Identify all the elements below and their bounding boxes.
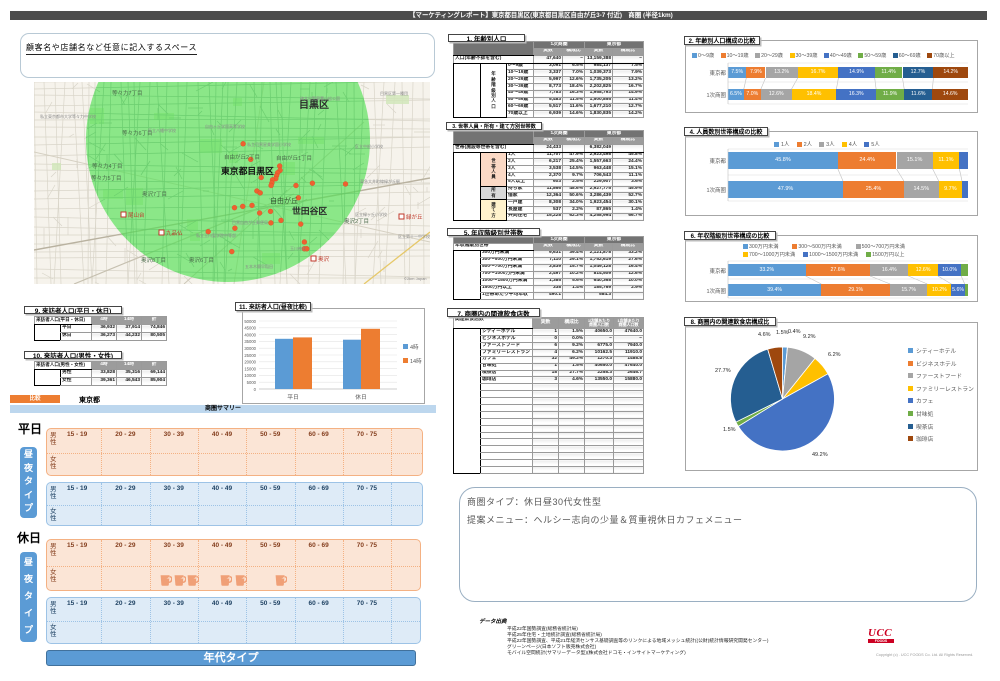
svg-text:区立八幡中学校: 区立八幡中学校	[148, 127, 176, 133]
svg-text:©2km Japan: ©2km Japan	[404, 276, 427, 281]
svg-text:緑が丘: 緑が丘	[406, 213, 423, 221]
svg-text:27.7%: 27.7%	[715, 368, 731, 374]
svg-text:等々力5丁目: 等々力5丁目	[91, 174, 122, 182]
svg-text:9.2%: 9.2%	[803, 334, 816, 340]
svg-text:1.5%: 1.5%	[723, 427, 736, 433]
svg-text:東京都目黒区: 東京都目黒区	[221, 165, 274, 176]
svg-text:25000: 25000	[244, 353, 256, 358]
svg-text:20000: 20000	[244, 360, 256, 365]
svg-text:私立目黒星美学園小学校: 私立目黒星美学園小学校	[247, 141, 291, 147]
svg-text:尾山台: 尾山台	[128, 211, 145, 219]
svg-text:東急大井町線緑が丘駅: 東急大井町線緑が丘駅	[360, 178, 400, 184]
svg-text:30000: 30000	[244, 346, 256, 351]
svg-text:0: 0	[254, 387, 257, 392]
svg-text:自由ヶ丘学園高等学校: 自由ヶ丘学園高等学校	[205, 123, 245, 129]
svg-text:奥沢8丁目: 奥沢8丁目	[141, 256, 166, 264]
svg-text:5000: 5000	[247, 380, 257, 385]
svg-text:奥沢: 奥沢	[318, 255, 330, 263]
svg-text:0.4%: 0.4%	[788, 329, 801, 335]
svg-text:区立第十一中学校: 区立第十一中学校	[398, 233, 430, 239]
svg-text:五本木簡早稲田: 五本木簡早稲田	[245, 263, 273, 269]
svg-text:4時: 4時	[410, 343, 419, 351]
svg-text:1.5%: 1.5%	[776, 330, 789, 336]
svg-text:10000: 10000	[244, 373, 256, 378]
svg-text:50000: 50000	[244, 319, 256, 324]
svg-text:40000: 40000	[244, 332, 256, 337]
svg-text:私立玉川聖学院中等部: 私立玉川聖学院中等部	[196, 232, 236, 238]
svg-text:6.2%: 6.2%	[828, 352, 841, 358]
svg-text:平日: 平日	[287, 394, 299, 401]
svg-text:目黒区: 目黒区	[299, 99, 329, 111]
svg-text:自由が丘2丁目: 自由が丘2丁目	[224, 153, 260, 161]
svg-text:等々力7丁目: 等々力7丁目	[112, 89, 143, 97]
svg-text:45000: 45000	[244, 326, 256, 331]
svg-text:35000: 35000	[244, 339, 256, 344]
svg-text:区立中根小学校: 区立中根小学校	[355, 143, 383, 149]
svg-text:奥沢6丁目: 奥沢6丁目	[189, 256, 214, 264]
svg-text:目黒区第一種団: 目黒区第一種団	[380, 90, 408, 96]
svg-text:九品仏: 九品仏	[166, 229, 183, 237]
svg-text:奥沢7丁目: 奥沢7丁目	[142, 190, 167, 198]
svg-text:等々力4丁目: 等々力4丁目	[92, 162, 123, 170]
svg-text:世田谷区: 世田谷区	[292, 205, 327, 216]
svg-text:4.6%: 4.6%	[758, 332, 771, 338]
svg-text:49.2%: 49.2%	[812, 452, 828, 458]
svg-text:目黒自由が丘郵便局: 目黒自由が丘郵便局	[232, 219, 268, 225]
svg-text:自由が丘: 自由が丘	[270, 196, 298, 205]
svg-text:玉川神社: 玉川神社	[290, 245, 306, 251]
svg-text:等々力6丁目: 等々力6丁目	[122, 129, 153, 137]
svg-text:15000: 15000	[244, 366, 256, 371]
svg-text:休日: 休日	[355, 393, 367, 401]
svg-text:奥沢2丁目: 奥沢2丁目	[344, 217, 369, 225]
svg-text:私立東京都市大学等々力中学校: 私立東京都市大学等々力中学校	[40, 113, 96, 119]
svg-text:碑文谷警察署小松公園: 碑文谷警察署小松公園	[300, 95, 340, 101]
svg-text:自由が丘1丁目: 自由が丘1丁目	[276, 154, 312, 162]
svg-text:区立緑ヶ丘小学校: 区立緑ヶ丘小学校	[355, 211, 387, 217]
svg-text:14時: 14時	[410, 357, 422, 365]
